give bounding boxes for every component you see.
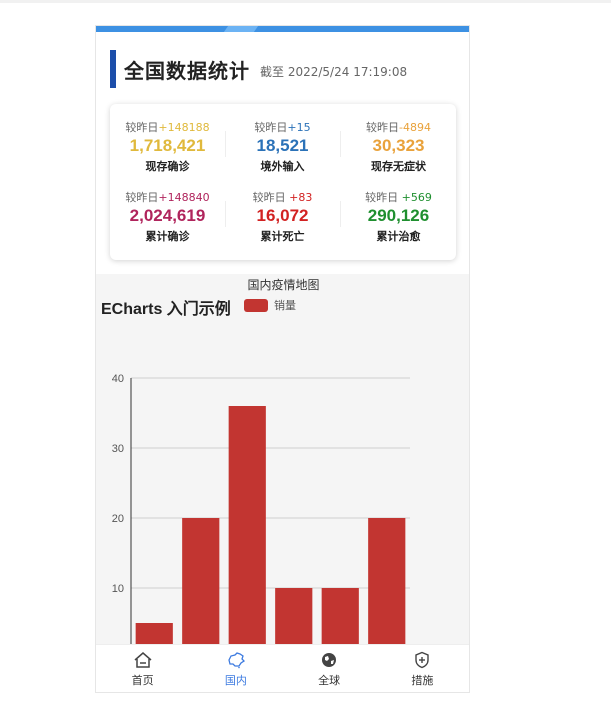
stat-delta: 较昨日 +83	[225, 189, 340, 205]
bar-5	[321, 588, 359, 644]
stat-label: 累计治愈	[376, 230, 421, 243]
home-icon	[134, 652, 152, 668]
stat-total-recovered: 较昨日 +569 290,126 累计治愈	[341, 189, 456, 244]
tab-global[interactable]: 全球	[283, 645, 376, 692]
legend-swatch	[244, 298, 268, 312]
stat-total-deaths: 较昨日 +83 16,072 累计死亡	[225, 189, 340, 244]
stat-delta-label: 较昨日	[125, 121, 159, 134]
stat-value: 2,024,619	[129, 206, 206, 225]
stat-value: 1,718,421	[129, 136, 206, 155]
y-tick-label: 40	[112, 373, 124, 385]
stat-delta-value: +148840	[158, 191, 210, 204]
stat-value: 18,521	[256, 136, 309, 155]
tab-home[interactable]: 首页	[96, 645, 189, 692]
stat-value: 30,323	[372, 136, 425, 155]
y-tick-label: 30	[112, 443, 124, 455]
stat-label: 现存无症状	[371, 160, 426, 173]
stat-label: 现存确诊	[145, 160, 190, 173]
stats-header: 全国数据统计 截至 2022/5/24 17:19:08	[110, 50, 407, 88]
stat-delta-label: 较昨日	[254, 121, 288, 134]
stat-delta-value: +15	[287, 121, 311, 134]
stat-value: 290,126	[367, 206, 430, 225]
page-title: 全国数据统计	[124, 58, 250, 83]
stat-imported: 较昨日+15 18,521 境外输入	[225, 119, 340, 174]
stat-delta-value: +83	[289, 191, 313, 204]
chart-title: ECharts 入门示例	[101, 301, 231, 318]
stats-card: 较昨日+148188 1,718,421 现存确诊 较昨日+15 18,521 …	[110, 104, 456, 260]
bottom-tab-bar: 首页 国内 全球 措施	[96, 644, 469, 692]
stat-value: 16,072	[256, 206, 309, 225]
stat-delta-value: +569	[401, 191, 432, 204]
stat-total-confirmed: 较昨日+148840 2,024,619 累计确诊	[110, 189, 225, 244]
chart-area-background	[96, 274, 469, 644]
divider	[340, 201, 341, 227]
divider	[225, 201, 226, 227]
y-tick-label: 20	[112, 513, 124, 525]
stat-asymptomatic: 较昨日-4894 30,323 现存无症状	[341, 119, 456, 174]
stat-label: 境外输入	[260, 160, 305, 173]
update-time-value: 2022/5/24 17:19:08	[287, 64, 408, 79]
browser-top-strip	[0, 0, 611, 3]
legend-label: 销量	[274, 299, 296, 312]
tab-label: 首页	[131, 674, 154, 687]
update-time: 截至 2022/5/24 17:19:08	[260, 59, 407, 80]
stat-delta-label: 较昨日	[366, 121, 400, 134]
china-map-icon	[228, 652, 245, 669]
bar-1	[135, 623, 173, 644]
map-caption: 国内疫情地图	[247, 278, 320, 292]
bar-3	[228, 406, 266, 644]
stat-delta-value: +148188	[158, 121, 210, 134]
title-accent-bar	[110, 50, 116, 88]
stat-delta: 较昨日+148188	[110, 119, 225, 135]
stat-delta-value: -4894	[399, 121, 431, 134]
stat-delta-label: 较昨日	[365, 191, 402, 204]
tab-label: 国内	[224, 674, 247, 687]
tab-domestic[interactable]: 国内	[189, 645, 282, 692]
divider	[225, 131, 226, 157]
bar-6	[368, 518, 406, 644]
shield-icon	[415, 651, 430, 669]
stat-delta-label: 较昨日	[125, 191, 159, 204]
globe-icon	[322, 653, 337, 667]
bar-2	[182, 518, 220, 644]
stat-delta: 较昨日+15	[225, 119, 340, 135]
bar-4	[275, 588, 313, 644]
bar-chart: 010203040衬衫羊毛衫雪纺衫裤子高跟鞋袜子	[112, 373, 410, 644]
divider	[340, 131, 341, 157]
stat-delta: 较昨日-4894	[341, 119, 456, 135]
chart-legend[interactable]: 销量	[244, 297, 296, 313]
stat-delta: 较昨日+148840	[110, 189, 225, 205]
stat-label: 累计确诊	[145, 230, 190, 243]
stat-delta-label: 较昨日	[252, 191, 290, 204]
stat-label: 累计死亡	[260, 230, 305, 243]
update-time-prefix: 截至	[260, 64, 285, 79]
top-accent-bar	[96, 26, 469, 32]
tab-label: 全球	[318, 674, 341, 687]
tab-label: 措施	[411, 674, 434, 687]
stat-current-confirmed: 较昨日+148188 1,718,421 现存确诊	[110, 119, 225, 174]
stat-delta: 较昨日 +569	[341, 189, 456, 205]
y-tick-label: 10	[112, 583, 124, 595]
tab-measures[interactable]: 措施	[376, 645, 469, 692]
mobile-page: 全国数据统计 截至 2022/5/24 17:19:08 较昨日+148188 …	[95, 25, 470, 693]
